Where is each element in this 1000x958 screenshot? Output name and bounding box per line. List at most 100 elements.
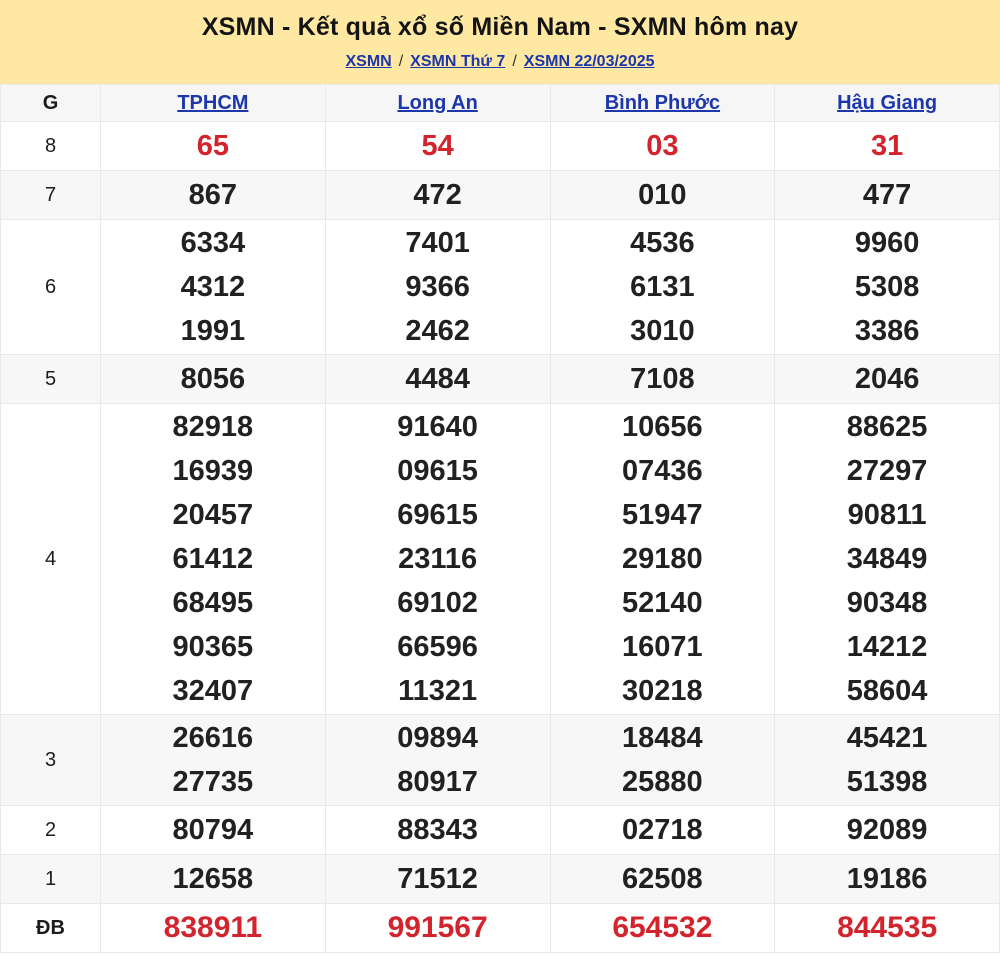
result-cell: 7401 9366 2462 [324, 219, 551, 355]
result-cell: 62508 [549, 854, 776, 904]
prize-number: 2462 [405, 315, 470, 347]
prize-number: 34849 [846, 543, 928, 575]
province-link-tphcm[interactable]: TPHCM [177, 91, 249, 114]
result-cell: 2046 [774, 354, 1000, 404]
prize-number: 9366 [405, 271, 470, 303]
prize-label: ĐB [0, 903, 101, 953]
result-cell: 477 [774, 170, 1000, 220]
breadcrumb-link-xsmn-date[interactable]: XSMN 22/03/2025 [523, 53, 655, 70]
province-link-binh-phuoc[interactable]: Bình Phước [604, 91, 721, 114]
page-header: XSMN - Kết quả xổ số Miền Nam - SXMN hôm… [0, 0, 1000, 84]
prize-number: 838911 [163, 911, 263, 944]
result-cell: 26616 27735 [100, 714, 326, 806]
province-link-hau-giang[interactable]: Hậu Giang [837, 91, 938, 114]
prize-number: 51947 [622, 499, 703, 531]
prize-number: 11321 [398, 675, 478, 707]
result-cell: 7108 [549, 354, 776, 404]
prize-number: 10656 [622, 411, 703, 443]
prize-number: 4484 [405, 363, 470, 395]
result-cell: 472 [324, 170, 551, 220]
prize-number: 09894 [397, 722, 478, 754]
result-cell: 82918 16939 20457 61412 68495 90365 32407 [100, 403, 326, 715]
prize-number: 010 [638, 179, 687, 211]
result-cell: 9960 5308 3386 [774, 219, 1000, 355]
result-cell: 8056 [100, 354, 326, 404]
prize-number: 14212 [846, 631, 928, 663]
prize-number: 54 [421, 130, 454, 162]
table-row-prize-3: 3 26616 27735 09894 80917 18484 25880 45421 5139… [0, 714, 1000, 806]
prize-number: 654532 [612, 911, 713, 944]
prize-number: 23116 [398, 543, 478, 575]
prize-number: 7401 [405, 227, 470, 259]
prize-number: 991567 [387, 911, 488, 944]
result-cell: 02718 [549, 805, 776, 855]
prize-label: 6 [0, 219, 101, 355]
prize-column-header: G [0, 84, 101, 122]
prize-number: 68495 [172, 587, 254, 619]
prize-label: 5 [0, 354, 101, 404]
prize-number: 12658 [172, 863, 254, 895]
prize-number: 88625 [846, 411, 928, 443]
prize-number: 19186 [846, 863, 928, 895]
result-cell: 4536 6131 3010 [549, 219, 776, 355]
prize-number: 69102 [397, 587, 478, 619]
result-cell: 03 [549, 121, 776, 171]
prize-number: 92089 [846, 814, 928, 846]
table-row-prize-8: 8 65 54 03 31 [0, 121, 1000, 171]
prize-number: 16071 [622, 631, 703, 663]
prize-label: 3 [0, 714, 101, 806]
prize-number: 82918 [172, 411, 254, 443]
prize-number: 26616 [172, 722, 254, 754]
prize-number: 03 [646, 130, 679, 162]
breadcrumb-link-xsmn-thu-7[interactable]: XSMN Thứ 7 [410, 53, 506, 70]
result-cell: 54 [324, 121, 551, 171]
table-row-prize-1: 1 12658 71512 62508 19186 [0, 854, 1000, 904]
result-cell: 31 [774, 121, 1000, 171]
prize-number: 52140 [622, 587, 703, 619]
result-cell: 844535 [774, 903, 1000, 953]
prize-number: 16939 [172, 455, 254, 487]
result-cell: 654532 [549, 903, 776, 953]
prize-number: 58604 [846, 675, 928, 707]
prize-number: 4536 [630, 227, 695, 259]
result-cell: 4484 [324, 354, 551, 404]
result-cell: 92089 [774, 805, 1000, 855]
prize-number: 69615 [397, 499, 478, 531]
breadcrumb-link-xsmn[interactable]: XSMN [345, 53, 392, 70]
prize-label: 4 [0, 403, 101, 715]
prize-number: 91640 [397, 411, 478, 443]
result-cell: 19186 [774, 854, 1000, 904]
prize-number: 8056 [180, 363, 246, 395]
prize-number: 844535 [837, 911, 938, 944]
result-cell: 09894 80917 [324, 714, 551, 806]
prize-label: 1 [0, 854, 101, 904]
page-title: XSMN - Kết quả xổ số Miền Nam - SXMN hôm… [201, 13, 799, 41]
prize-number: 30218 [622, 675, 703, 707]
province-link-long-an[interactable]: Long An [397, 91, 478, 114]
prize-number: 867 [188, 179, 238, 211]
prize-number: 5308 [854, 271, 920, 303]
result-cell: 91640 09615 69615 23116 69102 66596 11321 [324, 403, 551, 715]
prize-number: 6131 [630, 271, 695, 303]
prize-number: 6334 [180, 227, 246, 259]
table-row-prize-4: 4 82918 16939 20457 61412 68495 90365 32407 9164… [0, 403, 1000, 715]
column-header-tphcm: TPHCM [100, 84, 326, 122]
result-cell: 867 [100, 170, 326, 220]
prize-number: 2046 [854, 363, 920, 395]
prize-label: 2 [0, 805, 101, 855]
prize-number: 80794 [172, 814, 254, 846]
prize-number: 27735 [172, 766, 254, 798]
breadcrumb: XSMN / XSMN Thứ 7 / XSMN 22/03/2025 [10, 53, 990, 71]
column-header-binh-phuoc: Bình Phước [549, 84, 776, 122]
table-row-prize-ĐB: ĐB 838911 991567 654532 844535 [0, 903, 1000, 953]
table-header-row: G TPHCM Long An Bình Phước Hậu Giang [0, 84, 1000, 122]
prize-label: 8 [0, 121, 101, 171]
result-cell: 65 [100, 121, 326, 171]
column-header-hau-giang: Hậu Giang [774, 84, 1000, 122]
prize-number: 29180 [622, 543, 703, 575]
prize-label: 7 [0, 170, 101, 220]
prize-number: 472 [413, 179, 462, 211]
prize-number: 7108 [630, 363, 695, 395]
prize-number: 45421 [846, 722, 928, 754]
